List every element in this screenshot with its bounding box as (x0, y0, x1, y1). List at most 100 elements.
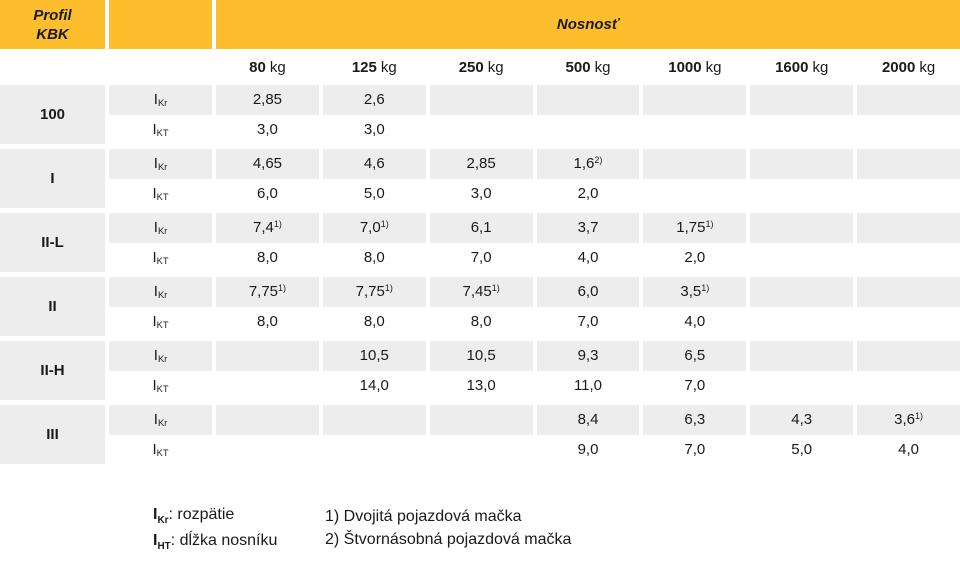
value-cell (857, 115, 960, 145)
value-cell: 2,6 (322, 85, 426, 115)
row-label: I KT (152, 312, 169, 330)
value-cell (857, 179, 960, 209)
value-cell (750, 371, 853, 401)
value-cell (750, 307, 853, 337)
value-cell: 10,5 (322, 341, 426, 371)
capacity-header: 500 kg (537, 59, 640, 76)
value-cell (216, 371, 319, 401)
capacity-value: 1600 (775, 58, 809, 76)
value-cell: 8,4 (536, 405, 640, 435)
row-label: I Kr (109, 405, 212, 435)
value-cell: 7,45 1) (429, 277, 533, 307)
capacity-unit: kg (380, 58, 397, 76)
legend-symbol: I (153, 506, 158, 523)
value-cell (857, 149, 960, 179)
value-cell: 7,75 1) (322, 277, 426, 307)
row-label: I Kr (109, 149, 212, 179)
value-cell (429, 405, 533, 435)
capacity-table: Profil KBK Nosnosť 80 kg 125 kg 250 kg 500 kg 10… (0, 0, 960, 464)
profile-name: 100 (0, 85, 105, 144)
value-cell (750, 277, 854, 307)
value-cell (857, 243, 960, 273)
profile-name: II-H (0, 341, 105, 400)
legend-span-line: IKr: rozpätie (153, 505, 325, 525)
value-cell: 8,0 (470, 312, 492, 330)
value-cell: 4,0 (684, 312, 706, 330)
value-cell: 7,0 1) (322, 213, 426, 243)
value-cell (216, 405, 319, 435)
value-cell (216, 341, 319, 371)
value-cell: 7,0 (684, 376, 706, 394)
row-label: I Kr (109, 277, 212, 307)
capacity-value: 80 (249, 58, 266, 76)
value-cell: 9,3 (536, 341, 640, 371)
capacity-value: 2000 (881, 58, 916, 76)
value-cell (750, 213, 854, 243)
value-cell: 11,0 (573, 376, 603, 394)
value-cell: 4,65 (216, 149, 319, 179)
footer: IKr: rozpätie IHT: dĺžka nosníku 1) Dvoj… (0, 505, 960, 557)
profile-name: II-L (0, 213, 105, 272)
value-cell (857, 371, 960, 401)
profile-name: III (0, 405, 105, 464)
profile-block: 100 I Kr 2,85 2,6 I KT 3,0 3,0 (0, 85, 960, 144)
value-cell: 7,0 (470, 248, 492, 266)
profile-block: II-L I Kr 7,4 1) 7,0 1) 6,1 3,7 1,75 1) I KT 8,0 8,0 7,… (0, 213, 960, 272)
nosnost-header: Nosnosť (216, 0, 960, 49)
value-cell (750, 243, 853, 273)
value-cell: 4,0 (577, 248, 599, 266)
value-cell (643, 115, 746, 145)
value-cell (857, 85, 960, 115)
legend-symbol-sub: Kr (157, 514, 169, 526)
capacity-unit: kg (487, 58, 504, 76)
value-cell: 9,0 (577, 440, 599, 458)
value-cell: 4,3 (750, 405, 854, 435)
legend-symbol-sub: HT (157, 540, 171, 552)
row-label: I Kr (109, 85, 212, 115)
value-cell: 4,6 (322, 149, 426, 179)
capacity-value: 500 (565, 58, 591, 76)
footnotes: 1) Dvojitá pojazdová mačka 2) Štvornásob… (325, 505, 571, 557)
row-label: I KT (152, 184, 169, 202)
value-cell (857, 307, 960, 337)
value-cell: 5,0 (791, 440, 813, 458)
capacity-header: 1600 kg (750, 59, 853, 76)
row-label: I KT (152, 248, 169, 266)
value-cell (216, 435, 319, 465)
value-cell: 6,5 (643, 341, 747, 371)
value-cell: 6,3 (643, 405, 747, 435)
profile-block: II-H I Kr 10,5 10,5 9,3 6,5 I KT 14,0 13,0 11,0 7,0 (0, 341, 960, 400)
capacity-header: 1000 kg (643, 59, 746, 76)
capacity-unit: kg (919, 58, 936, 76)
value-cell: 7,75 1) (216, 277, 319, 307)
value-cell (750, 149, 854, 179)
legend-symbol: I (153, 532, 158, 549)
value-cell (750, 85, 854, 115)
value-cell: 4,0 (898, 440, 919, 458)
value-cell: 6,1 (429, 213, 533, 243)
value-cell: 5,0 (363, 184, 385, 202)
value-cell: 7,4 1) (216, 213, 319, 243)
value-cell: 3,7 (536, 213, 640, 243)
value-cell: 14,0 (359, 376, 389, 394)
value-cell: 1,6 2) (536, 149, 640, 179)
legend-text: : rozpätie (168, 506, 235, 523)
capacity-header: 125 kg (323, 59, 426, 76)
value-cell: 6,0 (536, 277, 640, 307)
header-spacer-cell (109, 0, 212, 49)
value-cell (643, 149, 747, 179)
value-cell: 2,85 (429, 149, 533, 179)
value-cell (750, 115, 853, 145)
profil-kbk-header: Profil KBK (0, 0, 105, 49)
value-cell (429, 85, 533, 115)
capacity-unit: kg (812, 58, 829, 76)
value-cell: 3,0 (363, 120, 385, 138)
profile-name: II (0, 277, 105, 336)
value-cell: 3,5 1) (643, 277, 747, 307)
value-cell: 13,0 (466, 376, 496, 394)
value-cell: 3,0 (256, 120, 278, 138)
value-cell: 2,0 (577, 184, 599, 202)
value-cell: 6,0 (256, 184, 278, 202)
value-cell: 2,0 (684, 248, 706, 266)
row-label: I Kr (109, 341, 212, 371)
